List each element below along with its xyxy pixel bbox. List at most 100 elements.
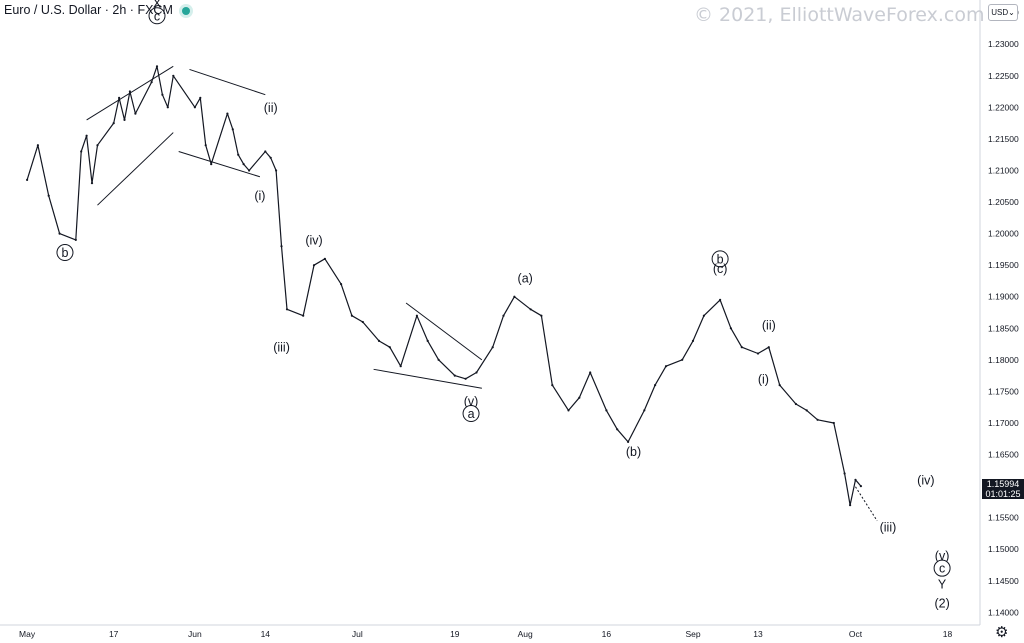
price-point [567,409,570,412]
time-axis[interactable]: May 17 Jun 14 Jul 19 Aug 16 Sep 13 Oct 18 [19,629,952,639]
price-point [80,150,83,153]
price-point [794,402,798,406]
wave-label-circle [148,7,166,25]
price-point [204,144,207,147]
price-point [854,478,857,481]
price-tick-label: 1.14500 [988,576,1019,586]
time-tick-label: Jul [352,629,363,639]
price-point [26,178,29,181]
price-point [702,314,706,317]
wave-label-layer: Xcb(ii)(i)(iv)(iii)(v)a(a)(b)b(c)(ii)(i)… [56,0,951,610]
wave-label: (iv) [305,233,322,247]
price-point [778,384,781,387]
price-point [323,257,326,260]
price-point [464,377,467,380]
price-tick-label: 1.17500 [988,386,1019,396]
price-point [231,128,234,131]
time-tick-label: 14 [261,629,271,639]
price-point [529,308,532,311]
wave-label: (v) [935,549,950,563]
price-point [248,169,251,172]
price-point [843,472,846,475]
wave-label: (iii) [880,521,897,535]
time-tick-label: 13 [753,629,763,639]
price-point [859,485,863,488]
wave-label: (v) [464,394,479,408]
price-point [437,358,440,361]
price-point [242,163,245,166]
bar-countdown: 01:01:25 [985,489,1021,499]
price-point [740,346,743,349]
price-tick-label: 1.21500 [988,134,1019,144]
currency-dropdown-button[interactable]: USD⌄ [988,4,1018,21]
price-tick-label: 1.16500 [988,450,1019,460]
price-point [377,339,381,342]
time-tick-label: 16 [602,629,612,639]
price-point [578,396,581,399]
time-tick-label: May [19,629,36,639]
price-point [269,156,272,159]
wave-label: c [154,9,160,23]
price-series-layer [26,65,878,522]
wave-label: (i) [758,372,769,386]
price-point [513,295,516,298]
price-point [643,409,646,412]
time-tick-label: 18 [943,629,953,639]
price-point [264,150,267,153]
price-tick-label: 1.15500 [988,513,1019,523]
wave-label: X [153,0,162,11]
wave-label-circle [56,244,74,262]
price-point [302,314,305,317]
wave-label-circle [462,405,480,423]
price-point [128,90,131,93]
wave-label: b [61,246,68,260]
header-separator: · [104,3,109,17]
price-point [616,428,619,431]
price-point [475,371,478,374]
symbol-header[interactable]: Euro / U.S. Dollar · 2h · FXCM [4,3,191,17]
currency-label: USD [991,8,1009,17]
wave-label: Y [938,577,947,591]
price-tick-label: 1.20000 [988,229,1019,239]
price-point [193,106,196,109]
wave-label-circle [933,559,951,577]
wave-label: (a) [518,271,533,285]
trendline [86,65,174,121]
price-point [729,327,733,330]
time-tick-label: 17 [109,629,119,639]
price-point [226,112,229,115]
time-tick-label: 19 [450,629,460,639]
price-axis[interactable]: 1.235001.230001.225001.220001.215001.210… [988,8,1019,618]
price-point [275,169,278,172]
price-point [491,346,494,349]
time-tick-label: Aug [518,629,533,639]
price-tick-label: 1.14000 [988,607,1019,617]
price-point [388,346,391,349]
price-point [426,339,429,342]
symbol-name: Euro / U.S. Dollar [4,3,102,17]
trendline [178,151,261,178]
wave-label-circle [711,250,729,268]
exchange-label: FXCM [137,3,173,17]
price-point [540,314,543,317]
trendline [97,132,174,206]
gear-icon[interactable]: ⚙ [995,624,1009,641]
price-line [26,65,862,506]
price-tick-label: 1.18000 [988,355,1019,365]
price-point [399,365,402,368]
last-price-label: 1.15994 01:01:25 [982,479,1024,499]
price-point [112,122,115,125]
wave-label: (c) [713,262,728,276]
price-tick-label: 1.22000 [988,102,1019,112]
wave-label: (ii) [264,101,278,115]
price-point [123,118,126,121]
price-point [36,144,40,147]
wave-label: a [468,407,475,421]
price-point [58,232,61,235]
price-tick-label: 1.19500 [988,260,1019,270]
price-point [605,409,608,412]
price-point [85,134,88,137]
wave-label: (i) [254,189,265,203]
price-tick-label: 1.18500 [988,323,1019,333]
